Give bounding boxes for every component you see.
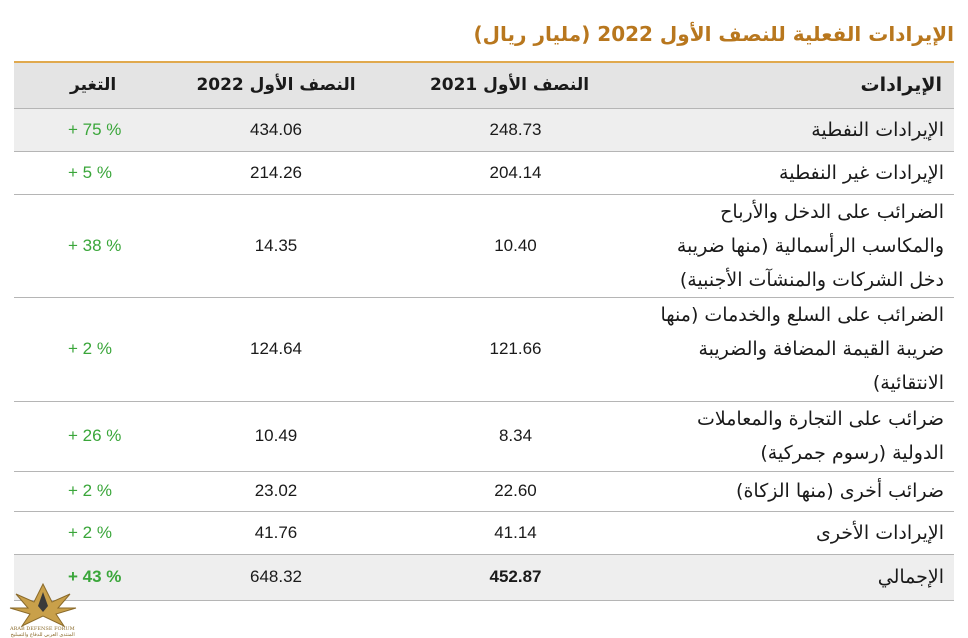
page-title: الإيرادات الفعلية للنصف الأول 2022 (مليا… <box>473 22 954 46</box>
value-h1-2021: 452.87 <box>489 567 542 586</box>
value-h1-2021: 22.60 <box>494 481 537 500</box>
watermark-text: ARAB DEFENSE FORUM المنتدى العربي للدفاع… <box>10 626 75 638</box>
value-h1-2022: 41.76 <box>254 522 298 542</box>
arab-defense-forum-logo-icon <box>9 582 77 628</box>
value-h1-2022: 648.32 <box>250 567 302 586</box>
value-h1-2022: 214.26 <box>250 162 302 182</box>
row-label: الإيرادات غير النفطية <box>779 161 944 184</box>
table-row-other-revenues: الإيرادات الأخرى 41.14 41.76 + 2 % <box>14 511 954 554</box>
row-label: الضرائب على الدخل والأرباح والمكاسب الرأ… <box>676 200 944 291</box>
value-change: + 26 % <box>68 426 122 445</box>
value-h1-2021: 41.14 <box>494 522 537 542</box>
table-row-non-oil-revenues: الإيرادات غير النفطية 204.14 214.26 + 5 … <box>14 151 954 194</box>
header-revenues: الإيرادات <box>860 74 942 97</box>
value-h1-2022: 10.49 <box>254 426 298 445</box>
value-change: + 5 % <box>68 162 112 182</box>
value-h1-2021: 248.73 <box>489 119 542 139</box>
value-change: + 75 % <box>68 119 122 139</box>
value-h1-2021: 204.14 <box>489 162 542 182</box>
row-label: الإيرادات الأخرى <box>815 521 944 544</box>
row-label: ضرائب على التجارة والمعاملات الدولية (رس… <box>697 408 944 464</box>
value-h1-2022: 124.64 <box>250 339 302 358</box>
table-row-income-taxes: الضرائب على الدخل والأرباح والمكاسب الرأ… <box>14 194 954 297</box>
value-h1-2021: 121.66 <box>489 339 542 358</box>
value-h1-2022: 23.02 <box>254 481 298 500</box>
header-h1-2021: النصف الأول 2021 <box>429 75 590 96</box>
header-h1-2022: النصف الأول 2022 <box>196 75 356 96</box>
row-label: الإيرادات النفطية <box>811 118 944 141</box>
value-h1-2021: 10.40 <box>494 235 537 255</box>
value-change: + 2 % <box>68 339 112 358</box>
revenue-table-container: الإيرادات النصف الأول 2021 النصف الأول 2… <box>14 61 954 601</box>
watermark-subtitle: المنتدى العربي للدفاع والتسليح <box>10 632 75 638</box>
table-row-other-taxes: ضرائب أخرى (منها الزكاة) 22.60 23.02 + 2… <box>14 471 954 511</box>
value-h1-2022: 14.35 <box>254 235 298 255</box>
value-h1-2022: 434.06 <box>250 119 302 139</box>
table-row-oil-revenues: الإيرادات النفطية 248.73 434.06 + 75 % <box>14 108 954 151</box>
value-change: + 38 % <box>68 235 122 255</box>
header-change: التغير <box>70 75 117 96</box>
value-change: + 2 % <box>68 522 112 542</box>
table-header-row: الإيرادات النصف الأول 2021 النصف الأول 2… <box>14 62 954 108</box>
table-row-goods-services-taxes: الضرائب على السلع والخدمات (منها ضريبة ا… <box>14 297 954 401</box>
value-h1-2021: 8.34 <box>498 426 533 445</box>
table-row-total: الإجمالي 452.87 648.32 + 43 % <box>14 554 954 600</box>
table-row-trade-taxes: ضرائب على التجارة والمعاملات الدولية (رس… <box>14 401 954 471</box>
revenue-table: الإيرادات النصف الأول 2021 النصف الأول 2… <box>14 61 954 601</box>
value-change: + 43 % <box>68 567 122 586</box>
row-label: الإجمالي <box>877 566 944 588</box>
row-label: ضرائب أخرى (منها الزكاة) <box>736 480 944 502</box>
row-label: الضرائب على السلع والخدمات (منها ضريبة ا… <box>660 304 945 394</box>
value-change: + 2 % <box>68 481 112 500</box>
watermark-name: ARAB DEFENSE FORUM <box>10 626 75 632</box>
